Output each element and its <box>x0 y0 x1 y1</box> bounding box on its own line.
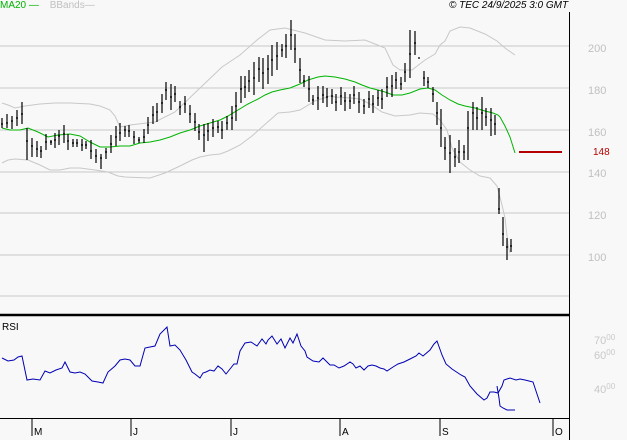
last-price-label: 148 <box>593 147 610 158</box>
price-label-120: 120 <box>588 210 607 222</box>
legend-ma20-swatch: — <box>26 0 39 11</box>
month-label-jul: J <box>233 427 238 438</box>
copyright-timestamp: © TEC 24/9/2025 3:0 GMT <box>449 0 569 11</box>
month-label-may: M <box>34 427 43 438</box>
rsi-label-40: 4000 <box>594 382 616 396</box>
ma20-line <box>1 75 516 154</box>
price-label-180: 180 <box>588 85 607 97</box>
month-label-oct: O <box>555 427 563 438</box>
legend-bbands: BBands <box>49 0 85 11</box>
rsi-line-end <box>496 385 515 411</box>
chart-legend: MA20 — BBands— <box>0 0 95 11</box>
rsi-line <box>1 325 541 404</box>
legend-bbands-swatch: — <box>84 0 95 11</box>
rsi-label-60: 6000 <box>594 348 616 362</box>
price-label-200: 200 <box>588 43 607 55</box>
price-label-140: 140 <box>588 168 607 180</box>
ohlc-bars <box>1 20 512 260</box>
rsi-label-70: 7000 <box>594 333 616 347</box>
bbands-upper <box>1 26 516 128</box>
month-label-aug: A <box>342 427 349 438</box>
month-label-jun: J <box>133 427 138 438</box>
month-ticks <box>31 419 554 436</box>
legend-ma20: MA20 <box>0 0 27 11</box>
bbands-lower <box>1 95 511 254</box>
rsi-panel-label: RSI <box>2 322 19 333</box>
price-grid <box>0 45 569 297</box>
month-label-sep: S <box>442 427 449 438</box>
price-label-100: 100 <box>588 252 607 264</box>
price-label-160: 160 <box>588 127 607 139</box>
